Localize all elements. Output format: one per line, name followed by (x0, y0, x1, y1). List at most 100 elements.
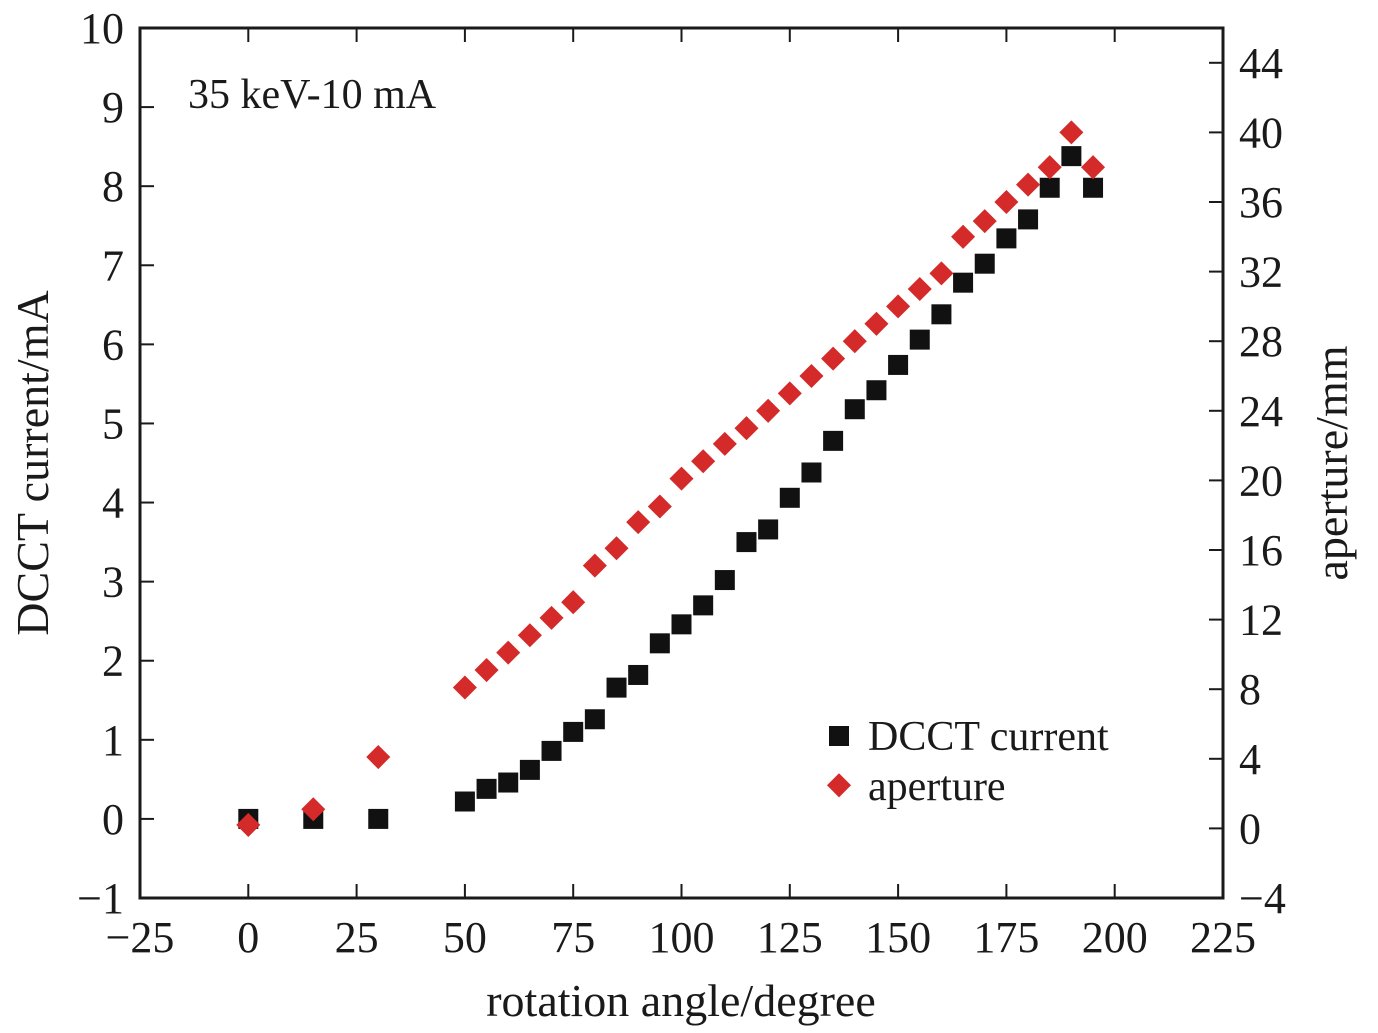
dcct-current-point (454, 791, 475, 812)
x-tick-label: 75 (551, 913, 595, 962)
aperture-point (474, 658, 499, 683)
y2-tick-label: 24 (1239, 387, 1283, 436)
dcct-current-point (519, 759, 540, 780)
y2-tick-label: 28 (1239, 317, 1283, 366)
y2-axis-title: aperture/mm (1306, 345, 1357, 580)
y-tick-label: 2 (102, 637, 124, 686)
y2-tick-label: 16 (1239, 526, 1283, 575)
y2-tick-label: 20 (1239, 456, 1283, 505)
aperture-point (886, 294, 911, 319)
aperture-point (669, 466, 694, 491)
dcct-current-point (693, 595, 714, 616)
aperture-point (994, 189, 1019, 215)
dcct-current-point (888, 354, 909, 375)
y2-tick-label: 40 (1239, 108, 1283, 157)
y2-tick-label: −4 (1239, 874, 1286, 923)
aperture-point (821, 346, 846, 371)
dcct-current-point (758, 519, 779, 540)
aperture-point (366, 745, 391, 770)
x-tick-label: 200 (1082, 913, 1148, 962)
aperture-point (1037, 155, 1062, 180)
x-tick-label: 150 (865, 913, 931, 962)
aperture-point (799, 363, 824, 389)
dcct-current-point (801, 462, 822, 483)
x-tick-label: 225 (1190, 913, 1256, 962)
dcct-current-point (823, 430, 844, 451)
x-tick-label: 50 (443, 913, 487, 962)
dcct-current-point (1039, 177, 1060, 198)
aperture-point (712, 431, 737, 456)
x-tick-label: 25 (335, 913, 379, 962)
y-axis-title: DCCT current/mA (7, 290, 58, 635)
aperture-point (734, 416, 759, 441)
dcct-current-point (541, 740, 562, 761)
x-tick-label: 125 (757, 913, 823, 962)
legend-label-aperture: aperture (868, 764, 1006, 810)
dcct-current-point (584, 709, 605, 730)
dcct-current-point (476, 778, 497, 799)
dcct-current-point (974, 253, 995, 274)
y-tick-label: 9 (102, 83, 124, 132)
dcct-current-point (1083, 177, 1104, 198)
y-tick-label: 1 (102, 716, 124, 765)
aperture-point (951, 224, 976, 249)
axis-ticks (139, 27, 1224, 899)
x-tick-label: 175 (973, 913, 1039, 962)
aperture-point (691, 449, 716, 474)
dcct-current-point (368, 808, 389, 829)
x-tick-label: 100 (649, 913, 715, 962)
aperture-point (777, 381, 802, 406)
x-axis-title: rotation angle/degree (486, 975, 876, 1026)
y2-tick-label: 12 (1239, 596, 1283, 645)
dcct-current-point (866, 380, 887, 401)
aperture-point (517, 623, 542, 648)
x-tick-label: −25 (106, 913, 175, 962)
y-tick-label: 8 (102, 162, 124, 211)
dcct-current-point (714, 570, 735, 591)
aperture-point (1081, 155, 1106, 180)
dcct-current-point (563, 721, 584, 742)
legend-marker-aperture (826, 773, 852, 798)
y-tick-label: −1 (77, 874, 124, 923)
y-tick-label: 3 (102, 558, 124, 607)
y2-tick-label: 36 (1239, 178, 1283, 227)
dcct-current-point (606, 677, 627, 698)
aperture-point (907, 276, 932, 302)
dcct-current-point (953, 272, 974, 293)
aperture-point (864, 311, 889, 336)
x-tick-label: 0 (237, 913, 259, 962)
dcct-current-point (736, 532, 757, 553)
dcct-current-point (498, 772, 519, 793)
dcct-current-point (628, 664, 649, 685)
aperture-point (604, 536, 629, 561)
y-tick-label: 5 (102, 399, 124, 448)
y-tick-label: 6 (102, 320, 124, 369)
y-tick-label: 0 (102, 795, 124, 844)
legend-label-dcct-current: DCCT current (868, 714, 1109, 760)
y2-tick-label: 8 (1239, 665, 1261, 714)
y2-tick-label: 4 (1239, 735, 1261, 784)
dcct-current-point (909, 329, 930, 350)
dcct-current-point (671, 614, 692, 635)
y2-tick-label: 32 (1239, 248, 1283, 297)
dcct-current-point (1018, 209, 1039, 230)
aperture-point (972, 209, 997, 234)
aperture-point (626, 510, 651, 535)
aperture-point (1059, 120, 1084, 145)
aperture-point (582, 553, 607, 578)
dcct-current-point (844, 399, 865, 420)
y-tick-label: 4 (102, 479, 124, 528)
y2-tick-label: 0 (1239, 804, 1261, 853)
aperture-point (452, 675, 477, 700)
y-tick-label: 10 (80, 4, 124, 53)
aperture-point (561, 590, 586, 615)
legend-marker-dcct-current (829, 726, 849, 746)
aperture-point (496, 640, 521, 665)
aperture-point (929, 261, 954, 286)
y-tick-label: 7 (102, 241, 124, 290)
aperture-point (539, 605, 564, 630)
dcct-current-point (1061, 146, 1082, 167)
dcct-current-point (779, 487, 800, 508)
dcct-current-point (931, 304, 952, 325)
